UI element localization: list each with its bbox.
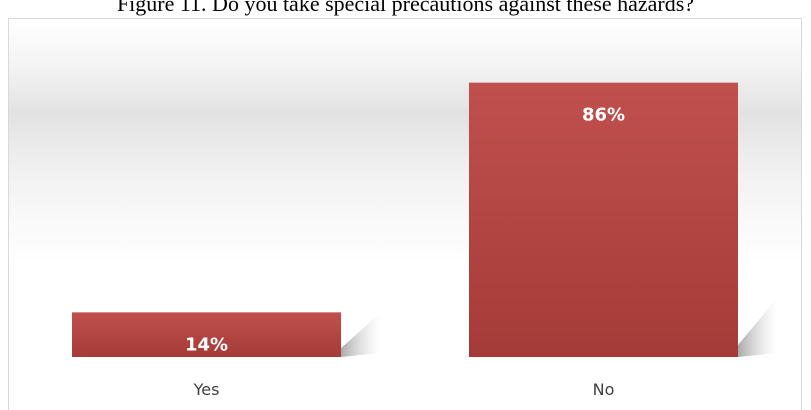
bars-layer [72,82,778,357]
category-label-no: No [593,380,615,399]
figure-caption: Figure 11. Do you take special precautio… [116,0,695,16]
bar-no [469,82,738,357]
bar-shadow-no [738,297,778,357]
bar-yes [72,312,341,357]
category-label-yes: Yes [193,380,220,399]
data-label-no: 86% [582,105,625,126]
labels-layer: 14% Yes 86% No [185,105,625,399]
bar-shadow-yes [341,312,381,357]
data-label-yes: 14% [185,334,228,355]
